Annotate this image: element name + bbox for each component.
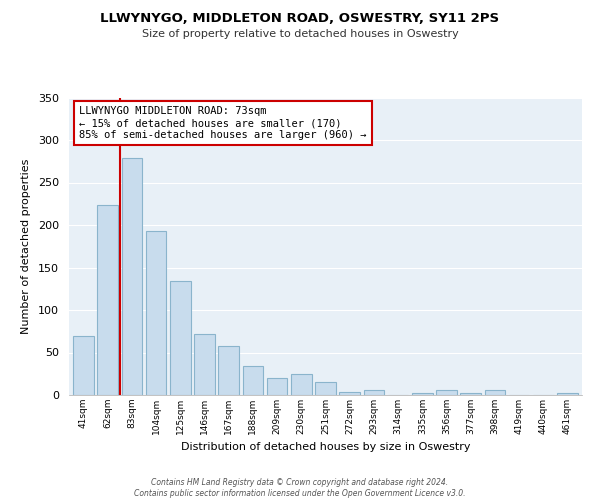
Bar bbox=[122, 158, 142, 395]
Bar bbox=[436, 390, 457, 395]
Text: LLWYNYGO MIDDLETON ROAD: 73sqm
← 15% of detached houses are smaller (170)
85% of: LLWYNYGO MIDDLETON ROAD: 73sqm ← 15% of … bbox=[79, 106, 367, 140]
Bar bbox=[412, 394, 433, 395]
Bar bbox=[315, 382, 336, 395]
Bar bbox=[364, 390, 384, 395]
Text: LLWYNYGO, MIDDLETON ROAD, OSWESTRY, SY11 2PS: LLWYNYGO, MIDDLETON ROAD, OSWESTRY, SY11… bbox=[100, 12, 500, 26]
Text: Contains HM Land Registry data © Crown copyright and database right 2024.
Contai: Contains HM Land Registry data © Crown c… bbox=[134, 478, 466, 498]
Bar bbox=[460, 394, 481, 395]
Bar bbox=[170, 281, 191, 395]
Text: Size of property relative to detached houses in Oswestry: Size of property relative to detached ho… bbox=[142, 29, 458, 39]
Bar bbox=[218, 346, 239, 395]
Bar bbox=[146, 231, 166, 395]
X-axis label: Distribution of detached houses by size in Oswestry: Distribution of detached houses by size … bbox=[181, 442, 470, 452]
Y-axis label: Number of detached properties: Number of detached properties bbox=[21, 158, 31, 334]
Bar bbox=[97, 204, 118, 395]
Bar bbox=[557, 394, 578, 395]
Bar bbox=[485, 390, 505, 395]
Bar bbox=[194, 334, 215, 395]
Bar bbox=[73, 336, 94, 395]
Bar bbox=[291, 374, 311, 395]
Bar bbox=[267, 378, 287, 395]
Bar bbox=[242, 366, 263, 395]
Bar bbox=[340, 392, 360, 395]
